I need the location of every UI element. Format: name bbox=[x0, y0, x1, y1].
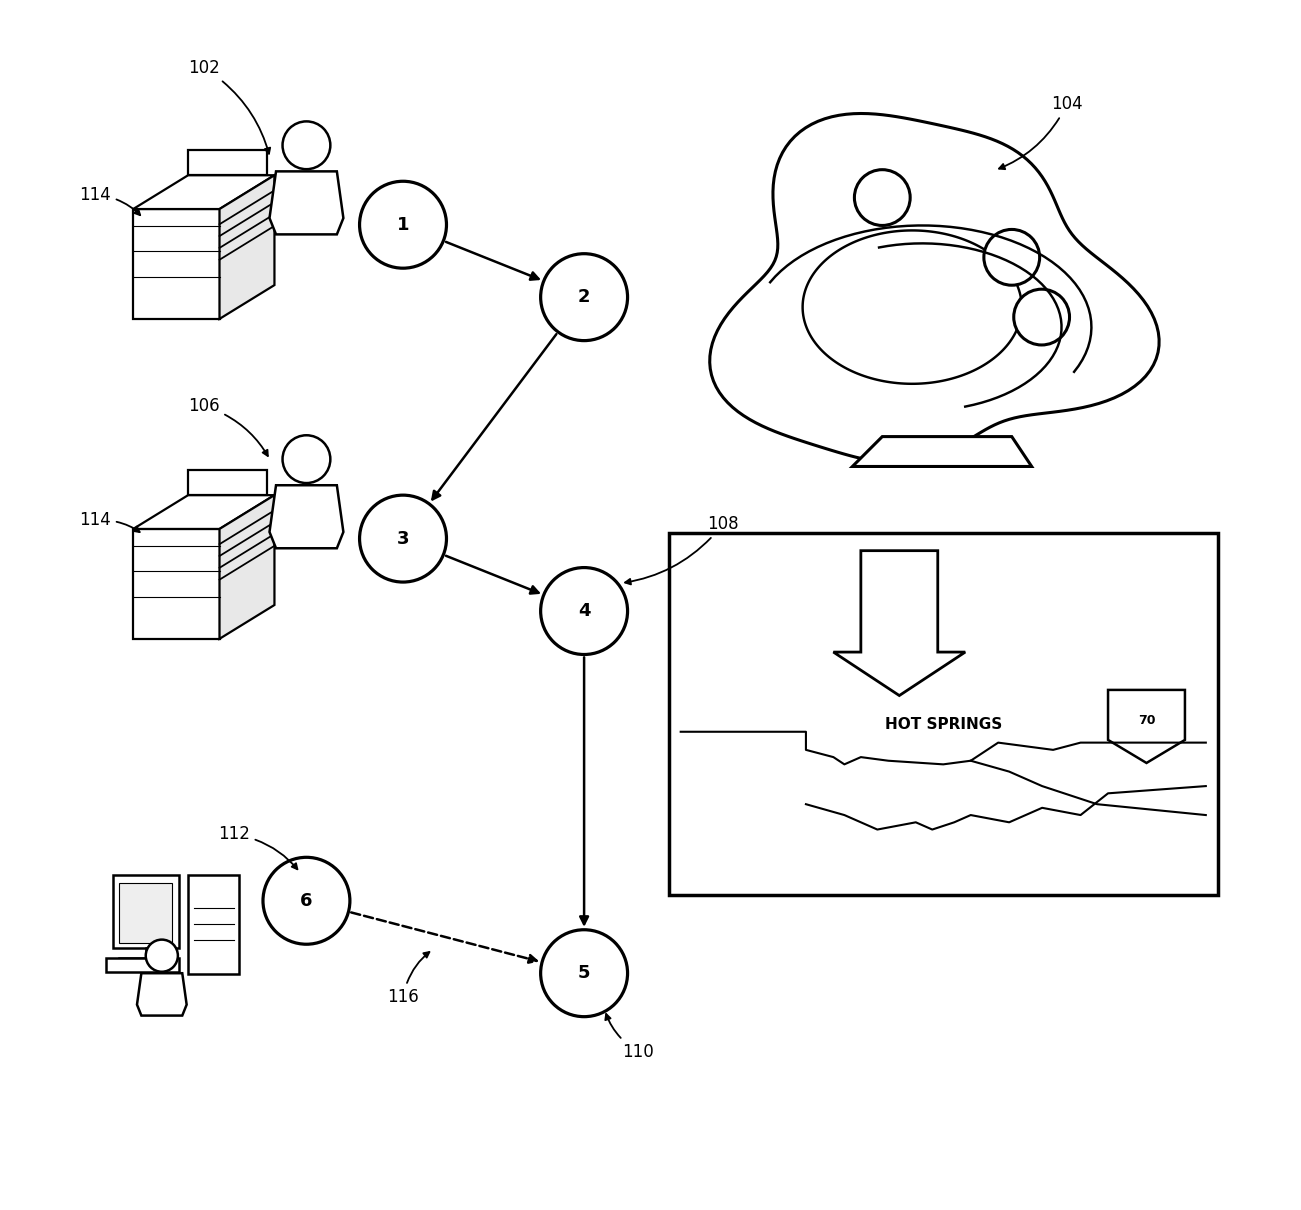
Text: HOT SPRINGS: HOT SPRINGS bbox=[885, 718, 1002, 732]
Polygon shape bbox=[220, 175, 275, 319]
Text: 2: 2 bbox=[578, 288, 591, 306]
Polygon shape bbox=[220, 495, 275, 639]
FancyBboxPatch shape bbox=[669, 532, 1218, 894]
Polygon shape bbox=[269, 485, 343, 548]
Circle shape bbox=[146, 940, 178, 972]
Polygon shape bbox=[137, 973, 186, 1015]
Polygon shape bbox=[852, 437, 1032, 467]
Text: 102: 102 bbox=[187, 59, 271, 154]
Circle shape bbox=[282, 121, 330, 169]
Text: 5: 5 bbox=[578, 964, 591, 983]
Text: 3: 3 bbox=[397, 530, 410, 548]
Polygon shape bbox=[133, 175, 275, 209]
Polygon shape bbox=[803, 230, 1021, 384]
Polygon shape bbox=[1108, 690, 1185, 764]
Circle shape bbox=[359, 495, 446, 582]
Text: 104: 104 bbox=[999, 96, 1082, 169]
Circle shape bbox=[282, 436, 330, 483]
Circle shape bbox=[359, 182, 446, 269]
FancyBboxPatch shape bbox=[107, 958, 180, 972]
Polygon shape bbox=[189, 469, 267, 495]
Circle shape bbox=[1013, 289, 1069, 345]
Polygon shape bbox=[133, 495, 275, 529]
Circle shape bbox=[984, 230, 1039, 286]
Polygon shape bbox=[189, 150, 267, 175]
Circle shape bbox=[855, 169, 911, 225]
Polygon shape bbox=[710, 114, 1159, 462]
Polygon shape bbox=[133, 529, 220, 639]
Text: 114: 114 bbox=[79, 185, 141, 215]
Polygon shape bbox=[133, 209, 220, 319]
Text: 114: 114 bbox=[79, 512, 139, 532]
Text: 116: 116 bbox=[388, 952, 429, 1007]
Text: 6: 6 bbox=[301, 892, 312, 910]
FancyBboxPatch shape bbox=[189, 875, 239, 974]
Polygon shape bbox=[834, 551, 965, 696]
Circle shape bbox=[263, 858, 350, 944]
Circle shape bbox=[541, 567, 627, 655]
Text: 4: 4 bbox=[578, 603, 591, 620]
Text: 1: 1 bbox=[397, 215, 410, 234]
Text: 108: 108 bbox=[624, 515, 739, 584]
Circle shape bbox=[541, 929, 627, 1016]
Polygon shape bbox=[113, 875, 180, 947]
Text: 112: 112 bbox=[219, 825, 298, 869]
Polygon shape bbox=[269, 172, 343, 235]
Text: 70: 70 bbox=[1138, 714, 1155, 727]
FancyBboxPatch shape bbox=[120, 883, 173, 943]
Circle shape bbox=[541, 254, 627, 341]
Text: 110: 110 bbox=[605, 1014, 654, 1061]
Text: 106: 106 bbox=[189, 397, 268, 456]
